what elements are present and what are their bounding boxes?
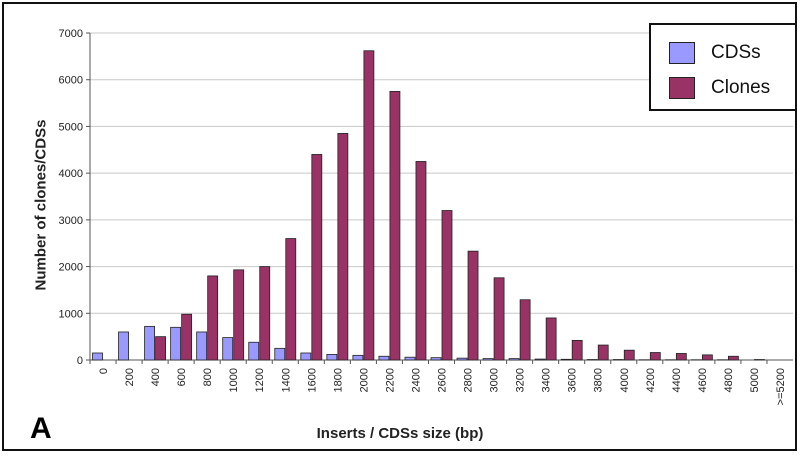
legend-item-clones: Clones bbox=[669, 75, 770, 101]
x-tick-label: 2400 bbox=[410, 368, 422, 392]
legend-label-clones: Clones bbox=[711, 77, 771, 98]
x-tick-label: 5000 bbox=[749, 368, 761, 392]
bar-cdss bbox=[456, 357, 468, 361]
bar-cdss bbox=[326, 353, 338, 361]
bar-clones bbox=[259, 266, 271, 361]
y-tick-label: 2000 bbox=[59, 262, 83, 274]
x-tick-label: 4400 bbox=[671, 368, 683, 392]
bar-clones bbox=[181, 313, 193, 361]
x-tick-label: 4200 bbox=[645, 368, 657, 392]
y-tick-label: 0 bbox=[77, 355, 83, 367]
bars bbox=[92, 50, 765, 361]
legend-label-cdss: CDSs bbox=[711, 42, 761, 63]
x-tick-label: >=5200 bbox=[775, 368, 787, 405]
x-tick-label: 4000 bbox=[619, 368, 631, 392]
x-tick-label: 1200 bbox=[254, 368, 266, 392]
x-tick-label: 600 bbox=[176, 368, 188, 386]
y-tick-label: 4000 bbox=[59, 168, 83, 180]
bar-clones bbox=[441, 210, 453, 361]
bar-cdss bbox=[560, 358, 572, 361]
bar-clones bbox=[597, 344, 609, 361]
panel-label: A bbox=[30, 412, 52, 445]
x-tick-label: 400 bbox=[150, 368, 162, 386]
x-tick-label: 0 bbox=[98, 368, 110, 374]
bar-clones bbox=[649, 352, 661, 361]
bar-clones bbox=[207, 275, 219, 361]
bar-cdss bbox=[482, 358, 494, 361]
bar-clones bbox=[467, 250, 479, 361]
y-tick-label: 1000 bbox=[59, 308, 83, 320]
x-axis-title: Inserts / CDSs size (bp) bbox=[316, 425, 484, 442]
bar-cdss bbox=[508, 358, 520, 361]
bar-clones bbox=[233, 269, 245, 361]
x-tick-label: 4600 bbox=[697, 368, 709, 392]
bar-cdss bbox=[404, 356, 416, 361]
bar-clones bbox=[519, 299, 531, 361]
x-tick-label: 3800 bbox=[593, 368, 605, 392]
bar-cdss bbox=[222, 337, 234, 361]
x-tick-label: 800 bbox=[202, 368, 214, 386]
axes bbox=[86, 32, 793, 364]
x-tick-label: 1400 bbox=[280, 368, 292, 392]
bar-clones bbox=[571, 339, 583, 361]
x-tick-label: 3600 bbox=[567, 368, 579, 392]
bar-cdss bbox=[430, 357, 442, 361]
bar-clones bbox=[623, 349, 635, 361]
bar-cdss bbox=[118, 331, 129, 361]
bar-clones bbox=[285, 238, 297, 361]
legend-item-cdss: CDSs bbox=[669, 40, 761, 66]
bar-cdss bbox=[170, 326, 182, 361]
legend-swatch-clones bbox=[669, 77, 695, 99]
x-tick-label: 3200 bbox=[515, 368, 527, 392]
bar-clones bbox=[675, 353, 687, 361]
bar-cdss bbox=[196, 331, 208, 361]
y-tick-label: 6000 bbox=[59, 75, 83, 87]
x-tick-label: 3400 bbox=[541, 368, 553, 392]
x-tick-label: 4800 bbox=[723, 368, 735, 392]
bar-clones bbox=[337, 133, 349, 361]
bar-cdss bbox=[534, 358, 546, 361]
x-tick-label: 2200 bbox=[384, 368, 396, 392]
y-tick-label: 3000 bbox=[59, 215, 83, 227]
bar-clones bbox=[728, 355, 739, 361]
legend-swatch-cdss bbox=[669, 42, 695, 64]
bar-cdss bbox=[274, 347, 286, 361]
bar-cdss bbox=[352, 354, 364, 361]
bar-cdss bbox=[378, 355, 390, 361]
x-tick-label: 1600 bbox=[306, 368, 318, 392]
bar-cdss bbox=[300, 352, 312, 361]
x-tick-label: 1000 bbox=[228, 368, 240, 392]
x-tick-label: 1800 bbox=[332, 368, 344, 392]
bar-clones bbox=[363, 50, 375, 361]
bar-clones bbox=[545, 317, 557, 361]
bar-cdss bbox=[144, 325, 155, 361]
x-tick-label: 2000 bbox=[358, 368, 370, 392]
bar-cdss bbox=[248, 341, 260, 361]
bar-clones bbox=[389, 90, 401, 361]
x-tick-label: 2600 bbox=[437, 368, 449, 392]
bar-clones bbox=[415, 161, 427, 361]
x-tick-label: 200 bbox=[124, 368, 136, 386]
bar-clones bbox=[493, 277, 505, 361]
y-tick-label: 7000 bbox=[59, 28, 83, 40]
x-tick-label: 2800 bbox=[463, 368, 475, 392]
legend: CDSs Clones bbox=[649, 23, 797, 111]
tick-labels: 0 1000 2000 3000 4000 5000 6000 7000 0 200 400 600 8… bbox=[59, 28, 787, 405]
bar-clones bbox=[701, 354, 713, 361]
x-tick-label: 3000 bbox=[489, 368, 501, 392]
y-axis-title: Number of clones/CDSs bbox=[32, 119, 50, 291]
y-tick-label: 5000 bbox=[59, 121, 83, 133]
bar-clones bbox=[311, 154, 323, 361]
bar-cdss bbox=[92, 352, 103, 361]
bar-clones bbox=[155, 336, 166, 361]
